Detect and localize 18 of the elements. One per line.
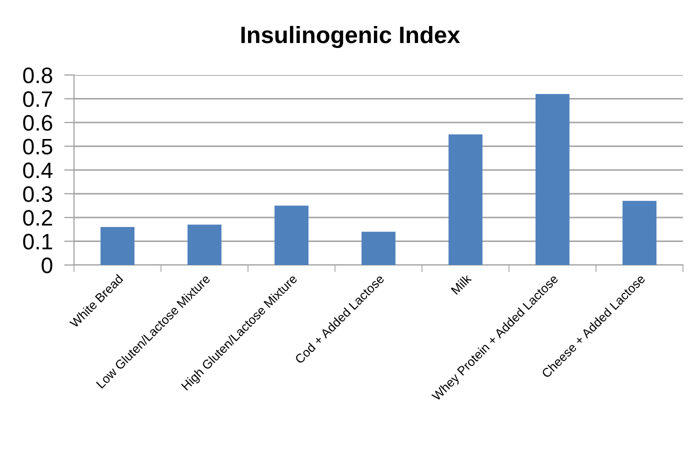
bar (448, 134, 482, 265)
chart-title: Insulinogenic Index (241, 26, 460, 48)
bar (100, 227, 134, 265)
y-tick-label: 0.4 (23, 162, 53, 178)
y-tick-label: 0 (42, 258, 52, 274)
bar (362, 232, 396, 265)
bar (188, 224, 222, 265)
bar (274, 206, 308, 265)
bar (622, 200, 656, 265)
x-tick-label: Milk (450, 273, 472, 295)
y-tick-label: 0.1 (23, 234, 52, 250)
y-tick-label: 0.7 (23, 91, 52, 108)
y-tick-label: 0.5 (23, 138, 52, 155)
y-tick-label: 0.8 (23, 68, 52, 84)
bar (536, 94, 570, 265)
y-tick-label: 0.2 (23, 210, 52, 226)
y-tick-label: 0.6 (23, 115, 52, 131)
y-tick-label: 0.3 (23, 186, 52, 202)
